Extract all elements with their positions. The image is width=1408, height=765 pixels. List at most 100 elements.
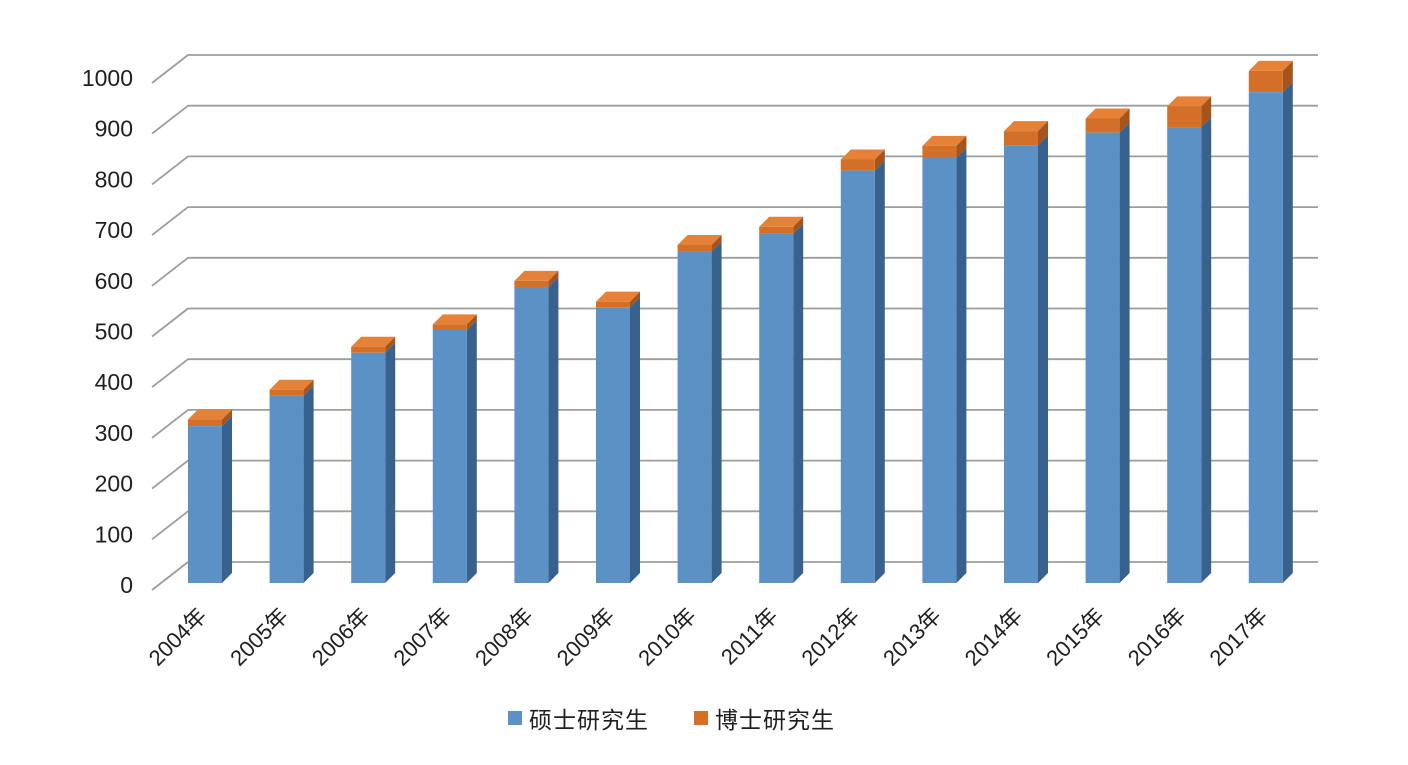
bar-2006年-master-side: [385, 342, 396, 583]
legend-swatch-doctor: [694, 711, 708, 725]
x-axis-category-label: 2015年: [1041, 603, 1109, 671]
bar-2014年-master-side: [1038, 135, 1048, 583]
x-axis-category-label: 2007年: [388, 603, 456, 671]
bar-2011年-master-side: [793, 223, 804, 584]
bar-2008年-doctor-front: [514, 280, 549, 287]
bar-2007年-doctor-top: [432, 314, 477, 325]
legend-label-master: 硕士研究生: [529, 707, 649, 733]
gridline-200: [151, 459, 1318, 490]
bar-2017年-doctor-top: [1248, 60, 1293, 71]
bar-2009年-master-side: [630, 297, 640, 583]
bar-2014年-doctor-side: [1038, 121, 1048, 146]
bar-2010年-doctor-top: [677, 234, 722, 245]
bar-2006年-master-front: [351, 352, 386, 583]
bar-2008年-master-front: [514, 286, 549, 583]
bar-2004年-doctor-side: [222, 409, 232, 427]
gridline-500: [151, 307, 1318, 338]
bar-2010年-master-front: [677, 251, 712, 583]
bar-2012年-master-side: [874, 160, 885, 584]
legend-item-doctor: 博士研究生: [694, 701, 835, 735]
bar-2015年-doctor-top: [1085, 108, 1130, 119]
bar-2011年-doctor-top: [759, 216, 804, 227]
bar-2016年-doctor-top: [1167, 96, 1212, 107]
bar-2016年-master-side: [1201, 117, 1212, 583]
bar-2004年-doctor-front: [188, 419, 222, 427]
bar-2014年-doctor-top: [1004, 121, 1048, 132]
gridline-400: [151, 358, 1318, 388]
bar-2012年-doctor-side: [874, 149, 885, 171]
y-axis-tick-label: 300: [95, 420, 133, 446]
bar-2012年-doctor-top: [840, 149, 885, 160]
gridline-0: [151, 561, 1318, 591]
y-axis-tick-label: 800: [95, 166, 133, 192]
bar-2016年-doctor-front: [1167, 106, 1202, 128]
bar-2016年-master-front: [1167, 127, 1202, 583]
gridline-900: [151, 104, 1318, 135]
bar-2012年-doctor-front: [840, 159, 875, 171]
legend-item-master: 硕士研究生: [508, 701, 649, 735]
bar-2017年-master-side: [1282, 82, 1293, 584]
chart-legend: 硕士研究生 博士研究生: [508, 701, 835, 735]
bar-2007年-doctor-side: [466, 314, 477, 330]
y-axis-tick-label: 500: [95, 319, 133, 345]
y-axis-tick-label: 700: [95, 217, 133, 243]
bar-2009年-doctor-front: [596, 301, 630, 308]
x-axis-category-label: 2006年: [307, 603, 375, 671]
bar-2015年-master-front: [1085, 132, 1120, 583]
bar-2009年-master-front: [596, 307, 630, 583]
bar-2012年-master-front: [840, 170, 875, 584]
x-axis-category-label: 2011年: [716, 603, 783, 670]
bar-2010年-master-side: [711, 241, 722, 583]
y-axis-tick-label: 100: [95, 521, 133, 547]
bar-2015年-doctor-front: [1085, 118, 1120, 133]
legend-label-doctor: 博士研究生: [715, 707, 835, 733]
x-axis-category-label: 2008年: [470, 603, 538, 671]
gridline-600: [151, 256, 1318, 287]
bar-2010年-doctor-front: [677, 244, 712, 252]
bar-2005年-doctor-side: [303, 379, 314, 396]
bar-2009年-doctor-top: [596, 291, 640, 302]
bar-2007年-master-front: [432, 330, 467, 583]
y-axis-tick-label: 900: [95, 116, 133, 142]
y-axis-tick-label: 0: [120, 572, 133, 598]
gridline-1000: [151, 54, 1318, 84]
bar-2008年-master-side: [548, 276, 559, 583]
bar-2013年-doctor-front: [922, 145, 957, 158]
bar-2013年-master-side: [956, 147, 967, 583]
bar-2005年-master-side: [303, 385, 314, 583]
x-axis-category-label: 2017年: [1204, 603, 1272, 671]
bar-2005年-doctor-top: [269, 379, 314, 390]
x-axis-category-label: 2014年: [960, 603, 1028, 671]
y-axis-tick-label: 400: [95, 369, 133, 395]
x-axis-category-label: 2004年: [144, 603, 212, 671]
bar-2006年-doctor-top: [351, 336, 396, 347]
bar-2011年-master-front: [759, 233, 794, 584]
bar-2011年-doctor-front: [759, 226, 794, 234]
bar-2016年-doctor-side: [1201, 96, 1212, 128]
bar-2004年-master-side: [222, 416, 232, 583]
bar-2015年-master-side: [1119, 122, 1130, 583]
bar-2013年-master-front: [922, 157, 957, 583]
bar-2007年-doctor-front: [432, 324, 467, 330]
legend-swatch-master: [508, 711, 522, 725]
x-axis-category-label: 2016年: [1123, 603, 1191, 671]
bar-2006年-doctor-side: [385, 336, 396, 353]
bar-2006年-doctor-front: [351, 346, 386, 353]
bar-2009年-doctor-side: [630, 291, 640, 308]
bar-2014年-master-front: [1004, 145, 1038, 583]
bar-2011年-doctor-side: [793, 216, 804, 234]
bar-2014年-doctor-front: [1004, 131, 1038, 146]
y-axis-tick-label: 600: [95, 268, 133, 294]
bar-2015年-doctor-side: [1119, 108, 1130, 133]
bar-2004年-master-front: [188, 426, 222, 583]
x-axis-category-label: 2009年: [552, 603, 620, 671]
bar-2013年-doctor-top: [922, 135, 967, 146]
x-axis-category-label: 2012年: [796, 603, 864, 671]
bar-2008年-doctor-side: [548, 270, 559, 287]
gridline-700: [151, 206, 1318, 236]
bar-2013年-doctor-side: [956, 135, 967, 158]
y-axis-tick-label: 1000: [82, 65, 133, 91]
bar-2017年-doctor-side: [1282, 60, 1293, 93]
